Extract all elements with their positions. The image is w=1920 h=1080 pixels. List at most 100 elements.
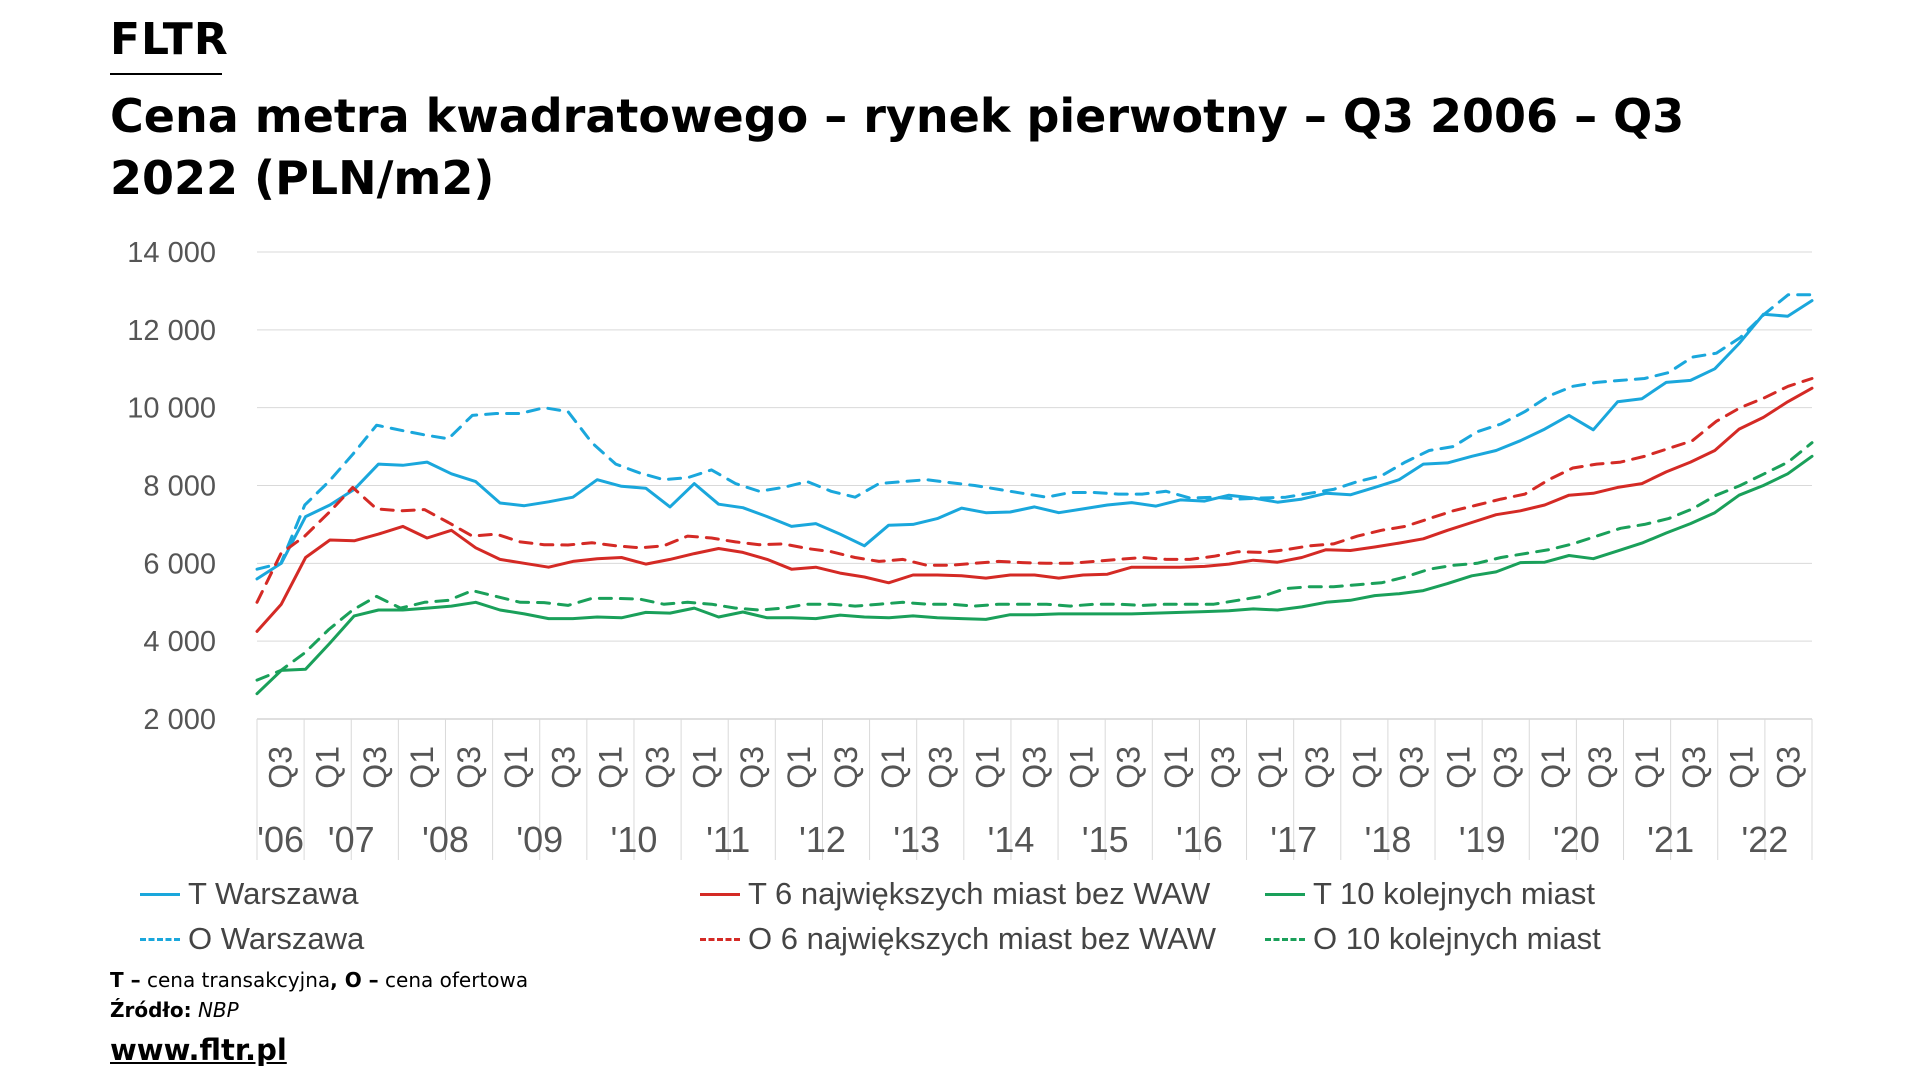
x-quarter-label: Q3 bbox=[1676, 746, 1712, 789]
brand-underline bbox=[110, 73, 222, 75]
source-value: NBP bbox=[197, 998, 239, 1022]
y-tick-label: 12 000 bbox=[127, 315, 216, 347]
note-t-abbr: T – bbox=[110, 968, 141, 992]
x-quarter-label: Q3 bbox=[1770, 746, 1806, 789]
y-tick-label: 8 000 bbox=[143, 471, 216, 503]
x-year-label: '19 bbox=[1459, 819, 1506, 860]
x-quarter-label: Q3 bbox=[1205, 746, 1241, 789]
note-t-text: cena transakcyjna bbox=[140, 968, 331, 992]
brand-logo: FLTR bbox=[110, 14, 229, 65]
website-link[interactable]: www.fltr.pl bbox=[110, 1033, 287, 1067]
x-quarter-label: Q1 bbox=[687, 746, 723, 789]
legend-item-o-10-miast: O 10 kolejnych miast bbox=[1265, 921, 1601, 957]
x-quarter-label: Q3 bbox=[1488, 746, 1524, 789]
x-year-label: '20 bbox=[1553, 819, 1600, 860]
x-quarter-label: Q3 bbox=[1111, 746, 1147, 789]
x-year-label: '16 bbox=[1176, 819, 1223, 860]
x-quarter-label: Q3 bbox=[1393, 746, 1429, 789]
legend-label: T Warszawa bbox=[188, 876, 359, 911]
x-year-label: '13 bbox=[893, 819, 940, 860]
x-quarter-label: Q1 bbox=[1535, 746, 1571, 789]
x-year-label: '11 bbox=[706, 819, 750, 860]
x-year-label: '09 bbox=[516, 819, 563, 860]
x-quarter-label: Q1 bbox=[969, 746, 1005, 789]
x-quarter-label: Q3 bbox=[640, 746, 676, 789]
x-quarter-label: Q1 bbox=[1158, 746, 1194, 789]
x-quarter-label: Q1 bbox=[498, 746, 534, 789]
legend-item-t-10-miast: T 10 kolejnych miast bbox=[1265, 876, 1595, 912]
source-note: Źródło: NBP bbox=[110, 998, 239, 1022]
x-quarter-label: Q3 bbox=[545, 746, 581, 789]
legend-item-t-6-miast: T 6 największych miast bez WAW bbox=[700, 876, 1210, 912]
legend-swatch bbox=[700, 892, 740, 896]
x-year-label: '08 bbox=[422, 819, 469, 860]
series-line-o-warszawa bbox=[255, 293, 1814, 571]
series-line-t-6-największych-miast-bez-waw bbox=[255, 386, 1814, 633]
legend-swatch bbox=[140, 892, 180, 896]
y-tick-label: 6 000 bbox=[143, 548, 216, 580]
x-year-label: '07 bbox=[328, 819, 375, 860]
x-quarter-label: Q3 bbox=[1582, 746, 1618, 789]
y-tick-label: 10 000 bbox=[127, 393, 216, 425]
series-line-o-10-kolejnych-miast bbox=[255, 441, 1814, 682]
legend-label: T 10 kolejnych miast bbox=[1313, 876, 1595, 911]
x-year-label: '06 bbox=[257, 819, 304, 860]
x-quarter-label: Q3 bbox=[1299, 746, 1335, 789]
x-axis: Q3 Q1 Q3 Q1 Q3 Q1 Q3 Q1 Q3 Q1 Q3 Q1 Q3 Q1 Q3 Q1 Q3 Q1 Q3 Q1… bbox=[256, 718, 1813, 860]
legend: T Warszawa T 6 największych miast bez WA… bbox=[140, 876, 1640, 966]
legend-note: T – cena transakcyjna, O – cena ofertowa bbox=[110, 968, 528, 992]
x-quarter-label: Q1 bbox=[592, 746, 628, 789]
series-lines bbox=[255, 293, 1814, 696]
legend-item-t-warszawa: T Warszawa bbox=[140, 876, 359, 912]
legend-swatch bbox=[140, 937, 180, 941]
series-line-t-10-kolejnych-miast bbox=[255, 454, 1814, 696]
x-year-label: '10 bbox=[611, 819, 658, 860]
y-tick-label: 4 000 bbox=[143, 626, 216, 658]
legend-label: T 6 największych miast bez WAW bbox=[748, 876, 1211, 911]
y-axis: 2 000 4 000 6 000 8 000 10 000 12 000 14 000 bbox=[127, 237, 216, 736]
legend-swatch bbox=[700, 937, 740, 941]
legend-swatch bbox=[1265, 937, 1305, 941]
x-quarter-label: Q1 bbox=[310, 746, 346, 789]
x-quarter-label: Q1 bbox=[1629, 746, 1665, 789]
x-year-label: '12 bbox=[799, 819, 846, 860]
y-tick-label: 2 000 bbox=[143, 704, 216, 736]
x-year-label: '18 bbox=[1364, 819, 1411, 860]
x-quarter-label: Q3 bbox=[1017, 746, 1053, 789]
x-quarter-label: Q1 bbox=[875, 746, 911, 789]
x-quarter-label: Q3 bbox=[357, 746, 393, 789]
x-quarter-label: Q3 bbox=[451, 746, 487, 789]
x-quarter-label: Q1 bbox=[1064, 746, 1100, 789]
x-quarter-label: Q1 bbox=[404, 746, 440, 789]
note-o-abbr: O – bbox=[344, 968, 379, 992]
x-quarter-label: Q3 bbox=[922, 746, 958, 789]
x-quarter-label: Q1 bbox=[1723, 746, 1759, 789]
note-sep: , bbox=[330, 968, 345, 992]
y-tick-label: 14 000 bbox=[127, 237, 216, 269]
grid-lines bbox=[257, 251, 1812, 720]
x-quarter-label: Q1 bbox=[1441, 746, 1477, 789]
legend-label: O 6 największych miast bez WAW bbox=[748, 921, 1216, 956]
legend-item-o-warszawa: O Warszawa bbox=[140, 921, 364, 957]
series-line-t-warszawa bbox=[255, 299, 1814, 581]
x-year-label: '17 bbox=[1270, 819, 1317, 860]
x-quarter-label: Q3 bbox=[828, 746, 864, 789]
legend-item-o-6-miast: O 6 największych miast bez WAW bbox=[700, 921, 1216, 957]
x-year-label: '21 bbox=[1647, 819, 1694, 860]
note-o-text: cena ofertowa bbox=[378, 968, 529, 992]
x-quarter-label: Q3 bbox=[734, 746, 770, 789]
x-year-label: '15 bbox=[1082, 819, 1129, 860]
legend-label: O 10 kolejnych miast bbox=[1313, 921, 1601, 956]
x-quarter-label: Q1 bbox=[1346, 746, 1382, 789]
x-quarter-label: Q1 bbox=[1252, 746, 1288, 789]
chart-title: Cena metra kwadratowego – rynek pierwotn… bbox=[110, 89, 1685, 205]
source-label: Źródło: bbox=[110, 998, 192, 1022]
series-line-o-6-największych-miast-bez-waw bbox=[255, 377, 1814, 604]
x-quarter-label: Q3 bbox=[263, 746, 299, 789]
legend-swatch bbox=[1265, 892, 1305, 896]
x-year-label: '14 bbox=[987, 819, 1034, 860]
x-quarter-label: Q1 bbox=[781, 746, 817, 789]
legend-label: O Warszawa bbox=[188, 921, 365, 956]
x-year-label: '22 bbox=[1741, 819, 1788, 860]
